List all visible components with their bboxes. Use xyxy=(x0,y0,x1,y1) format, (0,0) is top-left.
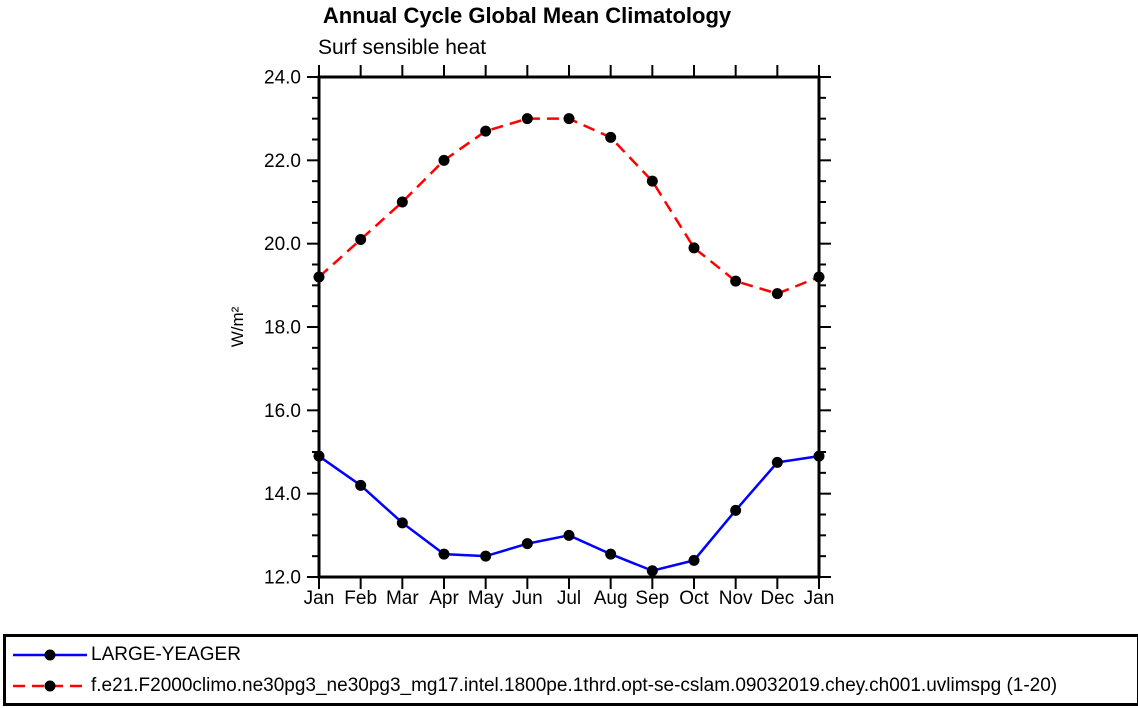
data-point-marker xyxy=(730,275,742,287)
data-point-marker xyxy=(396,517,408,529)
data-point-marker xyxy=(730,504,742,516)
legend-item-0: LARGE-YEAGER xyxy=(11,640,1137,669)
plot-area: 12.0 14.0 16.0 18.0 20.0 22.0 24.0 Jan Feb Mar Apr… xyxy=(264,65,835,609)
data-point-marker xyxy=(563,113,575,125)
data-point-marker xyxy=(396,196,408,208)
y-axis-title: W/m² xyxy=(228,306,247,348)
legend-item-1: f.e21.F2000climo.ne30pg3_ne30pg3_mg17.in… xyxy=(11,671,1137,700)
data-point-marker xyxy=(313,271,325,283)
data-point-marker xyxy=(605,131,617,143)
data-point-marker xyxy=(355,479,367,491)
x-tick-label: Nov xyxy=(719,588,753,609)
series-line-0 xyxy=(318,454,820,573)
data-point-marker xyxy=(813,271,825,283)
legend-line-sample xyxy=(13,680,87,691)
x-tick-label: Jul xyxy=(557,588,581,609)
legend-marker-icon xyxy=(44,680,56,691)
chart-title: Annual Cycle Global Mean Climatology xyxy=(322,3,732,28)
data-point-marker xyxy=(605,548,617,560)
data-point-marker xyxy=(646,565,658,577)
legend-marker-icon xyxy=(44,649,56,660)
y-tick-label: 16.0 xyxy=(264,401,301,422)
x-tick-label: May xyxy=(468,588,504,609)
legend-label: LARGE-YEAGER xyxy=(91,643,241,665)
data-point-marker xyxy=(313,450,325,462)
series-line-1 xyxy=(318,117,820,295)
data-point-marker xyxy=(771,288,783,300)
data-point-marker xyxy=(688,554,700,566)
chart-subtitle: Surf sensible heat xyxy=(318,36,487,59)
x-tick-label: Jun xyxy=(512,588,543,609)
legend-line-sample xyxy=(13,649,87,660)
x-tick-label: Aug xyxy=(594,588,628,609)
x-tick-label: Dec xyxy=(760,588,794,609)
x-tick-label: Jan xyxy=(804,588,835,609)
data-point-marker xyxy=(521,538,533,550)
data-point-marker xyxy=(688,242,700,254)
data-point-marker xyxy=(813,450,825,462)
x-tick-label: Sep xyxy=(635,588,669,609)
data-point-marker xyxy=(438,154,450,166)
data-point-marker xyxy=(355,234,367,245)
x-tick-label: Apr xyxy=(429,588,459,609)
y-tick-label: 18.0 xyxy=(264,318,301,339)
x-tick-label: Mar xyxy=(386,588,419,609)
y-tick-label: 24.0 xyxy=(264,68,301,89)
y-tick-label: 14.0 xyxy=(264,484,301,505)
data-point-marker xyxy=(480,125,492,137)
y-tick-label: 20.0 xyxy=(264,234,301,255)
data-point-marker xyxy=(646,175,658,187)
x-tick-label: Jan xyxy=(304,588,335,609)
legend: LARGE-YEAGER f.e21.F2000climo.ne30pg3_ne3… xyxy=(3,634,1138,706)
data-point-marker xyxy=(563,529,575,541)
y-tick-label: 12.0 xyxy=(264,568,301,589)
legend-label: f.e21.F2000climo.ne30pg3_ne30pg3_mg17.in… xyxy=(91,674,1058,696)
y-tick-label: 22.0 xyxy=(264,151,301,172)
data-point-marker xyxy=(480,550,492,562)
data-point-marker xyxy=(521,113,533,125)
x-tick-label: Oct xyxy=(679,588,709,609)
data-point-marker xyxy=(771,456,783,468)
x-tick-label: Feb xyxy=(344,588,377,609)
data-point-marker xyxy=(438,548,450,560)
